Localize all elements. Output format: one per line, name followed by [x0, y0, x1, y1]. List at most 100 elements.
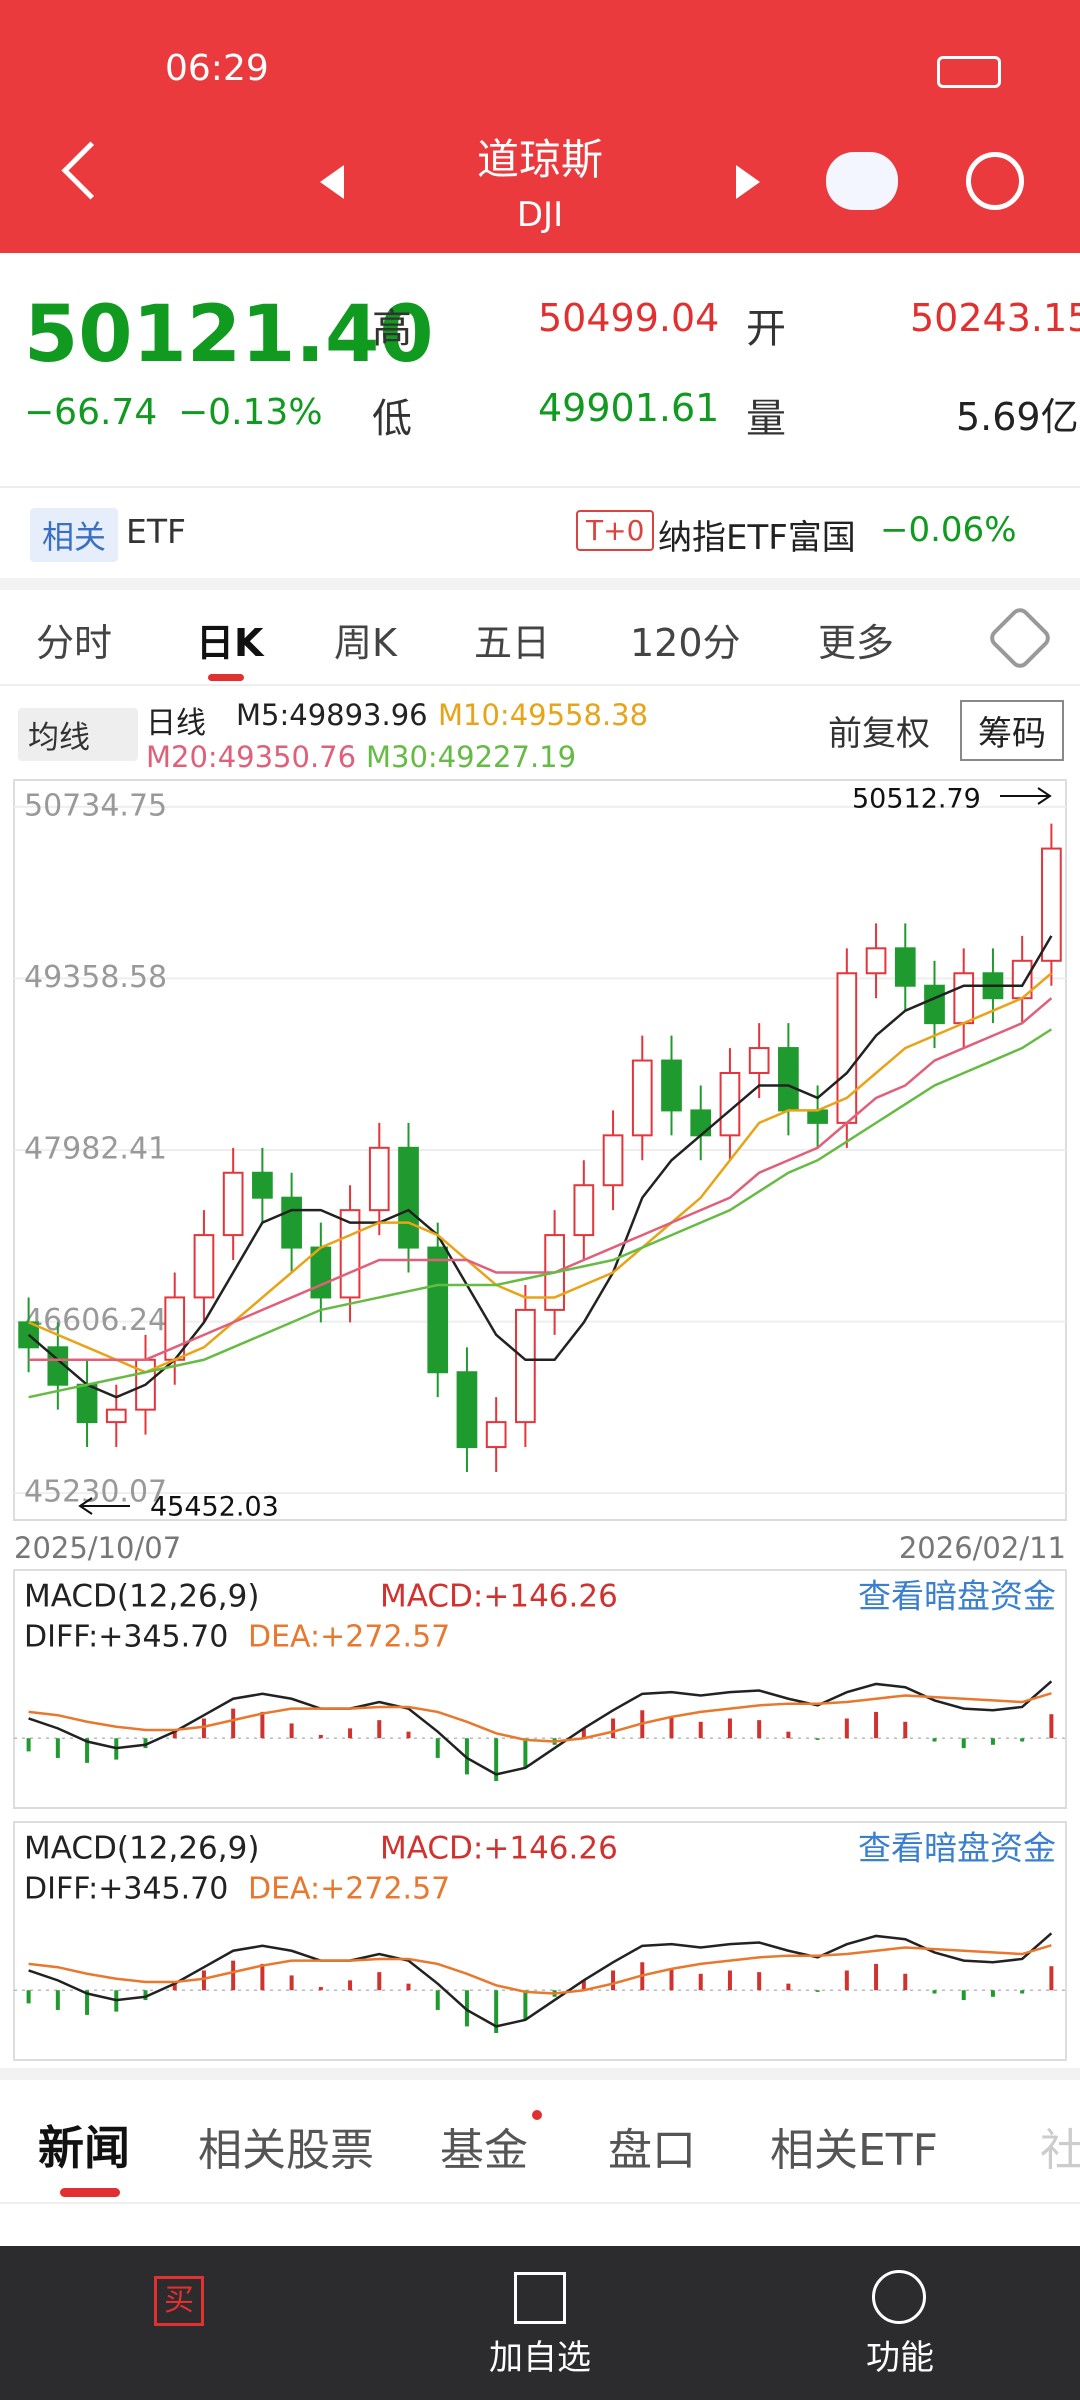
ma-legend: M5:49893.96 [236, 698, 428, 732]
change-pct: −0.13% [178, 392, 323, 433]
ma-line [28, 972, 1053, 1374]
battery [937, 56, 1001, 88]
etf-badge: T+0 [576, 510, 655, 551]
candle-body [953, 972, 975, 1025]
annotation-arrow [78, 1497, 130, 1515]
settings-icon[interactable] [986, 604, 1054, 672]
macd-value: MACD:+146.26 [380, 1831, 618, 1867]
date-start: 2025/10/07 [14, 1531, 181, 1565]
tab[interactable]: 分时 [36, 621, 113, 665]
header-subtitle: DJI [516, 195, 564, 235]
tab[interactable]: 周K [334, 621, 397, 665]
assistant-icon[interactable] [826, 152, 898, 210]
candle-body [310, 1246, 332, 1299]
tab-active[interactable]: 日K [196, 621, 264, 665]
etf-tag: 相关 [30, 508, 119, 562]
diff-label: DIFF:+345.70 [24, 1872, 228, 1907]
macd-title: MACD(12,26,9) [24, 1579, 259, 1615]
candle-body [193, 1234, 215, 1299]
header [0, 0, 1080, 253]
candle-body [807, 1109, 828, 1124]
open-label: 开 [746, 306, 786, 352]
plot-frame [13, 1821, 1067, 2061]
candle-body [515, 1308, 536, 1424]
high-label: 高 [372, 306, 412, 352]
macd-link: 查看暗盘资金 [858, 1577, 1056, 1616]
divider [0, 2202, 1080, 2204]
candle-body [631, 1059, 653, 1137]
etf-label: ETF [126, 512, 186, 551]
ma-legend: M20:49350.76 [146, 740, 357, 774]
y-tick-label: 46606.24 [24, 1303, 167, 1338]
ma-line [28, 997, 1053, 1362]
add-watchlist[interactable]: 加自选 [489, 2338, 591, 2378]
adjust-option[interactable]: 前复权 [828, 714, 930, 754]
news-tab-active[interactable]: 新闻 [38, 2121, 130, 2175]
candle-body [719, 1072, 741, 1137]
etf-name[interactable]: 纳指ETF富国 [658, 518, 856, 558]
candle-body [281, 1196, 302, 1249]
candle-body [368, 1146, 390, 1212]
high-annotation: 50512.79 [852, 784, 981, 815]
candle-body [76, 1383, 98, 1424]
ma-line [27, 935, 1053, 1399]
change: −66.74 [24, 392, 158, 433]
function-icon [872, 2270, 926, 2324]
news-tab[interactable]: 相关股票 [198, 2125, 374, 2176]
dea-label: DEA:+272.57 [248, 1872, 450, 1907]
add-icon [514, 2272, 566, 2324]
candle-body [427, 1246, 449, 1374]
buy-button[interactable]: 买 [154, 2276, 204, 2326]
tab[interactable]: 五日 [474, 621, 551, 665]
news-tab[interactable]: 相关ETF [770, 2125, 938, 2176]
tab[interactable]: 120分 [630, 621, 741, 665]
volume-label: 量 [746, 396, 786, 442]
function-button[interactable]: 功能 [866, 2338, 934, 2378]
macd-link: 查看暗盘资金 [858, 1829, 1056, 1868]
plot-frame [13, 1569, 1067, 1809]
ma-period: 日线 [146, 706, 206, 741]
candlestick-chart: 50734.75 49358.58 47982.41 46606.24 45230.07… [13, 779, 1067, 1565]
ma-selector[interactable]: 均线 [18, 708, 138, 761]
macd-value: MACD:+146.26 [380, 1579, 618, 1615]
ma-legend: M30:49227.19 [366, 740, 577, 774]
news-tab[interactable]: 盘口 [608, 2125, 696, 2176]
news-tab[interactable]: 社 [1040, 2125, 1080, 2176]
chips-button[interactable]: 筹码 [960, 700, 1064, 761]
header-title: 道琼斯 [476, 135, 603, 184]
search-icon[interactable] [966, 152, 1024, 210]
etf-change: −0.06% [880, 510, 1017, 550]
news-tab[interactable]: 基金 [440, 2125, 528, 2176]
candle-body [485, 1421, 507, 1449]
y-tick-label: 50734.75 [24, 788, 167, 823]
badge-dot [532, 2110, 542, 2120]
price: 50121.40 [24, 290, 434, 380]
candle-body [661, 1059, 682, 1112]
macd-line [28, 1944, 1052, 1995]
macd-title: MACD(12,26,9) [24, 1831, 259, 1867]
macd-line [28, 1692, 1052, 1743]
divider [0, 684, 1080, 686]
candle-body [748, 1047, 770, 1075]
next-arrow[interactable] [736, 165, 760, 199]
section-gap [0, 578, 1080, 590]
candle-body [894, 947, 916, 987]
tab[interactable]: 更多 [818, 621, 895, 665]
candle-body [778, 1047, 799, 1112]
candle-body [456, 1371, 478, 1449]
tab-indicator [60, 2188, 120, 2197]
candle-body [865, 947, 887, 975]
macd-chart: MACD(12,26,9) MACD:+146.26 查看暗盘资金 DIFF:+345… [13, 1569, 1067, 1809]
candle-body [105, 1408, 127, 1424]
annotation-arrow [1000, 787, 1052, 805]
candle-body [602, 1134, 624, 1187]
divider [0, 486, 1080, 488]
open-value: 50243.15 [910, 296, 1080, 340]
y-tick-label: 47982.41 [24, 1132, 167, 1167]
candle-body [1041, 847, 1062, 962]
y-tick-label: 45230.07 [24, 1475, 167, 1510]
low-annotation: 45452.03 [150, 1492, 279, 1523]
prev-arrow[interactable] [320, 165, 344, 199]
ma-line [28, 1028, 1053, 1399]
candle-body [398, 1146, 419, 1249]
